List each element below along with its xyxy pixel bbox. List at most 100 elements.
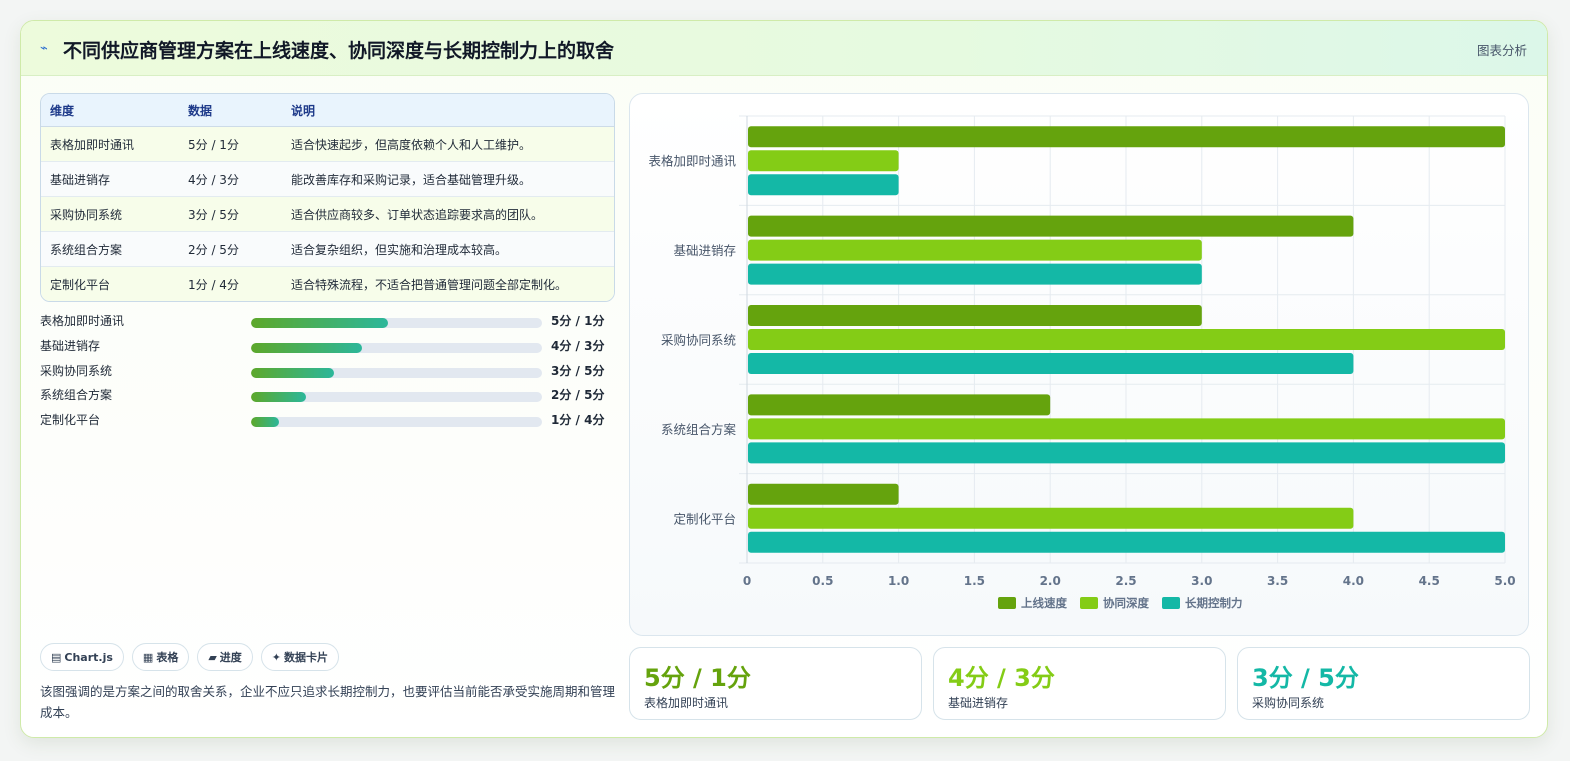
tag-label: 进度 (219, 651, 242, 664)
row-data: 1分 / 4分 (188, 278, 239, 292)
progress-track (251, 318, 542, 328)
bar (748, 531, 1505, 553)
tag-chartjs[interactable]: ▤ Chart.js (40, 643, 124, 671)
bar (748, 394, 1051, 416)
legend-label: 上线速度 (1021, 596, 1067, 610)
progress-icon: ▰ (208, 650, 217, 664)
column-header-description: 说明 (291, 103, 316, 118)
progress-label: 系统组合方案 (40, 388, 113, 403)
legend-swatch (998, 597, 1016, 609)
bar (748, 483, 899, 505)
progress-fill (251, 367, 334, 378)
row-description: 适合供应商较多、订单状态追踪要求高的团队。 (291, 207, 544, 222)
row-data: 3分 / 5分 (188, 207, 239, 222)
stat-label: 表格加即时通讯 (644, 696, 729, 710)
progress-row: 采购协同系统 3分 / 5分 (40, 363, 615, 388)
y-tick-label: 定制化平台 (673, 511, 736, 526)
bar (748, 174, 899, 196)
tag-label: Chart.js (64, 650, 113, 664)
y-tick-label: 表格加即时通讯 (648, 154, 736, 169)
bar-chart: 0 0.5 1.0 1.5 2.0 2.5 3.0 3.5 4.0 4.5 5.0 表格加即时通讯基础… (648, 115, 1516, 610)
bar (748, 150, 899, 172)
tag-data-card[interactable]: ✦ 数据卡片 (260, 643, 340, 671)
progress-fill (251, 342, 362, 353)
stat-label: 基础进销存 (948, 696, 1009, 710)
progress-track (251, 392, 542, 403)
bar (748, 353, 1354, 374)
row-data: 2分 / 5分 (188, 242, 239, 257)
row-description: 适合快速起步，但高度依赖个人和人工维护。 (291, 137, 532, 152)
bar (748, 442, 1505, 464)
bar (748, 305, 1202, 326)
stat-value: 4分 / 3分 (948, 664, 1055, 692)
row-name: 表格加即时通讯 (50, 137, 135, 152)
progress-fill (251, 417, 279, 428)
stat-card: 4分 / 3分 基础进销存 (933, 647, 1226, 720)
bar (748, 239, 1202, 261)
table-row: 定制化平台 1分 / 4分 适合特殊流程，不适合把普通管理问题全部定制化。 (41, 267, 614, 301)
bar (748, 263, 1202, 285)
row-description: 能改善库存和采购记录，适合基础管理升级。 (291, 172, 532, 187)
table-header: 维度 数据 说明 (41, 94, 614, 127)
tag-label: 数据卡片 (284, 651, 329, 664)
progress-row: 定制化平台 1分 / 4分 (40, 412, 615, 437)
progress-fill (251, 318, 388, 328)
progress-track (251, 367, 542, 378)
bar (748, 507, 1354, 529)
legend-swatch (1162, 597, 1180, 609)
y-tick-label: 基础进销存 (673, 243, 736, 258)
legend-label: 协同深度 (1103, 596, 1149, 610)
stat-value: 3分 / 5分 (1252, 664, 1359, 692)
x-tick-label: 2.0 (1040, 574, 1061, 588)
row-name: 采购协同系统 (50, 207, 123, 222)
column-header-dimension: 维度 (50, 103, 75, 118)
dashboard-card: ⌁ 不同供应商管理方案在上线速度、协同深度与长期控制力上的取舍 图表分析 维度 … (20, 20, 1548, 738)
x-tick-label: 1.5 (964, 574, 985, 588)
row-name: 系统组合方案 (50, 242, 123, 257)
chart-analysis-link[interactable]: 图表分析 (1476, 43, 1527, 58)
progress-value: 5分 / 1分 (551, 314, 605, 328)
legend-swatch (1080, 597, 1098, 609)
progress-label: 表格加即时通讯 (40, 314, 125, 328)
tag-label: 表格 (156, 651, 179, 664)
progress-row: 基础进销存 4分 / 3分 (40, 338, 615, 363)
x-tick-label: 4.5 (1419, 574, 1440, 588)
row-name: 基础进销存 (50, 172, 111, 187)
tag-table[interactable]: ▦ 表格 (131, 643, 190, 671)
row-description: 适合复杂组织，但实施和治理成本较高。 (291, 242, 508, 257)
progress-value: 1分 / 4分 (551, 413, 605, 428)
stat-label: 采购协同系统 (1252, 696, 1325, 710)
page-title: 不同供应商管理方案在上线速度、协同深度与长期控制力上的取舍 (63, 40, 615, 62)
lightning-icon: ⌁ (40, 41, 48, 56)
sparkle-icon: ✦ (271, 650, 282, 664)
x-tick-label: 0 (743, 574, 751, 588)
bar (748, 418, 1505, 440)
row-data: 5分 / 1分 (188, 137, 239, 152)
tag-list: ▤ Chart.js ▦ 表格 ▰ 进度 ✦ 数据卡片 (40, 643, 340, 671)
column-header-data: 数据 (188, 103, 213, 118)
progress-label: 采购协同系统 (40, 363, 113, 378)
progress-track (251, 417, 542, 428)
progress-row: 系统组合方案 2分 / 5分 (40, 387, 615, 412)
bar (748, 126, 1505, 148)
comparison-table: 维度 数据 说明 表格加即时通讯 5分 / 1分 适合快速起步，但高度依赖个人和… (40, 93, 615, 302)
table-icon: ▦ (142, 650, 154, 664)
legend-label: 长期控制力 (1185, 596, 1243, 610)
summary-note: 该图强调的是方案之间的取舍关系，企业不应只追求长期控制力，也要评估当前能否承受实… (40, 684, 616, 720)
bar (748, 329, 1505, 350)
tag-progress[interactable]: ▰ 进度 (197, 643, 253, 671)
stat-card: 5分 / 1分 表格加即时通讯 (629, 647, 922, 720)
progress-row: 表格加即时通讯 5分 / 1分 (40, 313, 615, 338)
stat-value: 5分 / 1分 (644, 664, 751, 692)
progress-fill (251, 392, 307, 403)
progress-value: 3分 / 5分 (551, 363, 605, 378)
x-tick-label: 2.5 (1115, 574, 1136, 588)
x-tick-label: 3.5 (1267, 574, 1288, 588)
bar-chart-panel: 0 0.5 1.0 1.5 2.0 2.5 3.0 3.5 4.0 4.5 5.0 表格加即时通讯 基础… (629, 93, 1529, 636)
table-row: 系统组合方案 2分 / 5分 适合复杂组织，但实施和治理成本较高。 (41, 232, 614, 267)
x-tick-label: 5.0 (1494, 574, 1515, 588)
x-tick-label: 4.0 (1343, 574, 1364, 588)
progress-label: 定制化平台 (40, 413, 101, 428)
row-data: 4分 / 3分 (188, 172, 239, 187)
progress-list: 表格加即时通讯 5分 / 1分 基础进销存 4分 / 3分 采购协同系统 3分 … (40, 313, 615, 437)
